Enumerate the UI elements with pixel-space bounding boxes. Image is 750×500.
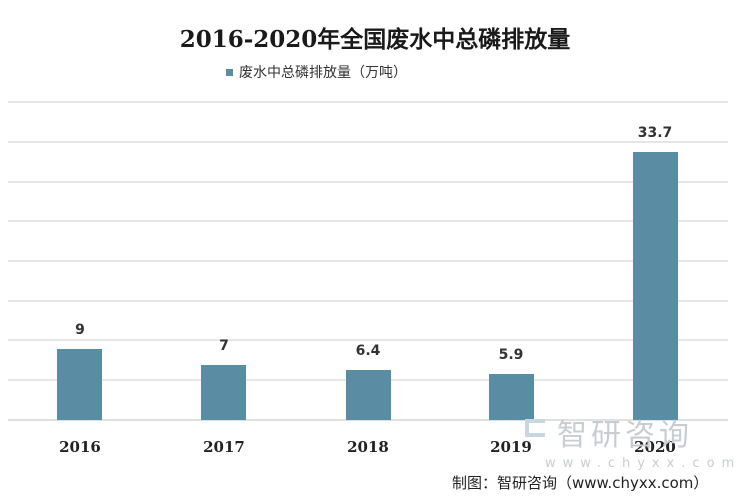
legend-label: 废水中总磷排放量（万吨） <box>239 65 407 81</box>
data-label: 9 <box>75 322 85 338</box>
data-label: 6.4 <box>355 343 381 359</box>
gridline <box>8 101 728 103</box>
watermark-logo-icon <box>525 419 551 445</box>
chart-title: 2016-2020年全国废水中总磷排放量 <box>0 20 750 54</box>
gridline <box>8 260 728 262</box>
x-tick-label: 2016 <box>59 438 101 456</box>
data-label: 7 <box>219 338 229 354</box>
watermark-brand: 智研咨询 <box>557 418 693 453</box>
gridline <box>8 339 728 341</box>
gridline <box>8 141 728 143</box>
bar-2016 <box>57 349 102 420</box>
gridline <box>8 220 728 222</box>
chart-title-text: 2016-2020年全国废水中总磷排放量 <box>179 26 571 53</box>
data-label: 33.7 <box>637 125 673 141</box>
source-note: 制图：智研咨询（www.chyxx.com） <box>452 474 709 492</box>
gridline <box>8 181 728 183</box>
watermark-url: www.chyxx.com <box>545 456 742 471</box>
bar-2017 <box>201 365 246 420</box>
legend-swatch-icon <box>226 68 233 76</box>
x-tick-label: 2020 <box>634 438 676 456</box>
x-tick-label: 2017 <box>203 438 245 456</box>
x-tick-label: 2019 <box>490 438 532 456</box>
bar-2019 <box>489 374 534 420</box>
gridline <box>8 300 728 302</box>
data-label: 5.9 <box>498 347 524 363</box>
x-tick-label: 2018 <box>347 438 389 456</box>
plot-area: 9 2016 7 2017 6.4 2018 5.9 2019 33.7 202… <box>8 0 728 500</box>
watermark: 智研咨询 <box>525 410 693 454</box>
bar-2018 <box>346 370 391 420</box>
legend: 废水中总磷排放量（万吨） <box>226 62 407 82</box>
bar-2020 <box>633 152 678 420</box>
x-axis-line <box>8 419 728 421</box>
